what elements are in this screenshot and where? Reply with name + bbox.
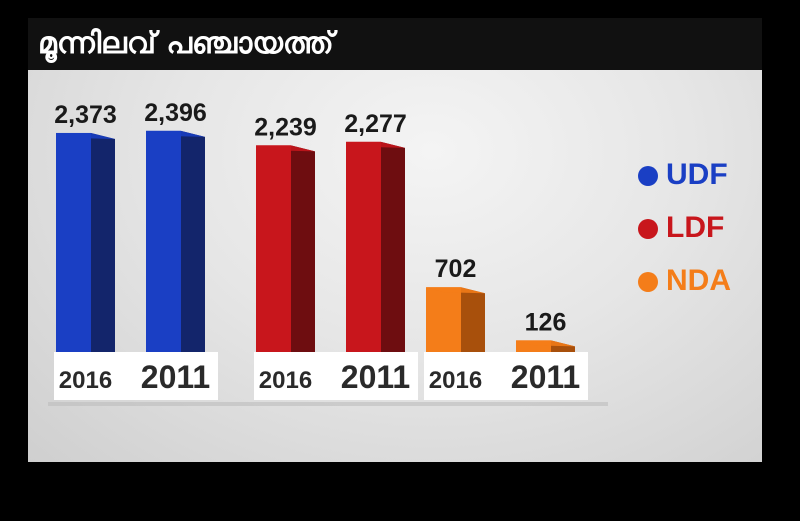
bar-udf-2011-side: [181, 130, 205, 352]
year-label: 2016: [259, 367, 312, 394]
legend-dot: [638, 272, 658, 292]
legend-label: UDF: [666, 158, 728, 191]
bar-ldf-2011-side: [381, 141, 405, 352]
legend-label: LDF: [666, 211, 725, 244]
legend-item-nda: NDA: [638, 264, 762, 298]
year-strip: [424, 352, 588, 400]
value-label: 126: [525, 308, 567, 336]
legend-label: NDA: [666, 264, 731, 297]
value-label: 702: [435, 255, 477, 283]
year-label: 2016: [59, 367, 112, 394]
bar-udf-2011-front: [146, 130, 181, 352]
bar-chart: 2,373 2016 2,396 2011 2,239 2016 2,277 2011 702 2…: [48, 99, 608, 406]
bar-nda-2016-front: [426, 287, 461, 352]
bar-ldf-2011-front: [346, 141, 381, 352]
bar-ldf-2016-side: [291, 145, 315, 352]
bar-ldf-2016-front: [256, 145, 291, 352]
value-label: 2,277: [344, 110, 407, 138]
value-label: 2,239: [254, 113, 317, 141]
bar-ldf-2011-top: [346, 141, 405, 148]
legend-dot: [638, 219, 658, 239]
bar-udf-2016-top: [56, 132, 115, 139]
bar-udf-2016-front: [56, 132, 91, 352]
bar-nda-2016-top: [426, 287, 485, 294]
legend-item-ldf: LDF: [638, 211, 762, 245]
title-bar: മൂന്നിലവ് പഞ്ചായത്ത്: [28, 18, 762, 70]
bar-nda-2011-top: [516, 340, 575, 347]
bar-ldf-2016-top: [256, 145, 315, 152]
chart-title: മൂന്നിലവ് പഞ്ചായത്ത്: [38, 26, 334, 61]
value-label: 2,373: [54, 101, 117, 129]
year-label: 2011: [341, 359, 410, 395]
bar-udf-2016-side: [91, 132, 115, 352]
bar-udf-2011-top: [146, 130, 205, 137]
bar-nda-2016-side: [461, 287, 485, 352]
legend-dot: [638, 166, 658, 186]
legend-item-udf: UDF: [638, 158, 762, 192]
value-label: 2,396: [144, 99, 207, 127]
year-strip: [54, 352, 218, 400]
floor-shadow: [48, 402, 608, 406]
bar-nda-2011-front: [516, 340, 551, 352]
year-label: 2011: [141, 359, 210, 395]
chart-panel: മൂന്നിലവ് പഞ്ചായത്ത് 2,373 2016 2,396 2011 2…: [28, 18, 762, 462]
year-label: 2011: [511, 359, 580, 395]
year-label: 2016: [429, 367, 482, 394]
year-strip: [254, 352, 418, 400]
